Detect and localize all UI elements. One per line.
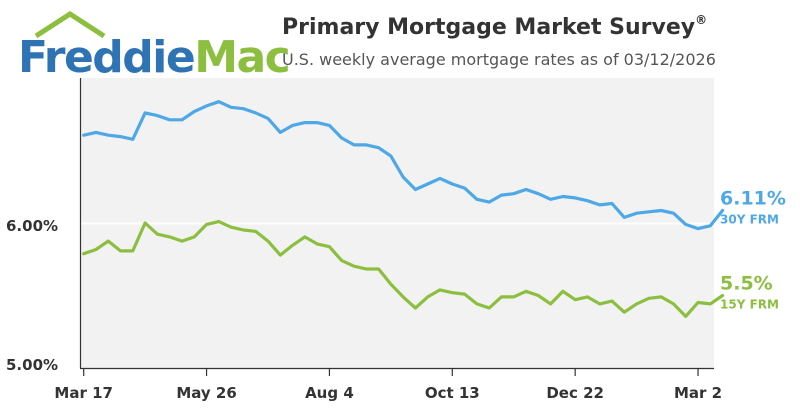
x-tick-label: Aug 4 bbox=[305, 384, 354, 402]
page-title: Primary Mortgage Market Survey® bbox=[282, 13, 708, 40]
x-tick-label: Oct 13 bbox=[425, 384, 480, 402]
series-line-30y bbox=[82, 100, 725, 231]
y-tick-label: 5.00% bbox=[6, 356, 58, 374]
series-name-30y: 30Y FRM bbox=[720, 212, 779, 226]
house-roof-icon bbox=[34, 11, 106, 39]
logo-mac: Mac bbox=[194, 32, 291, 83]
end-value-30y: 6.11% bbox=[720, 187, 786, 209]
freddie-mac-logo: FreddieMac bbox=[14, 10, 291, 83]
y-tick-label: 6.00% bbox=[6, 217, 58, 235]
x-tick-label: Dec 22 bbox=[546, 384, 604, 402]
series-line-15y bbox=[82, 220, 725, 318]
x-tick-label: Mar 2 bbox=[674, 384, 722, 402]
logo-freddie: Freddie bbox=[18, 32, 196, 83]
end-value-15y: 5.5% bbox=[720, 273, 773, 295]
x-tick-label: May 26 bbox=[176, 384, 236, 402]
title-text: Primary Mortgage Market Survey bbox=[282, 15, 696, 40]
page-subtitle: U.S. weekly average mortgage rates as of… bbox=[282, 50, 716, 69]
x-tick-label: Mar 17 bbox=[54, 384, 113, 402]
series-name-15y: 15Y FRM bbox=[720, 298, 779, 312]
logo-wordmark: FreddieMac bbox=[18, 32, 291, 83]
registered-mark: ® bbox=[695, 13, 708, 27]
